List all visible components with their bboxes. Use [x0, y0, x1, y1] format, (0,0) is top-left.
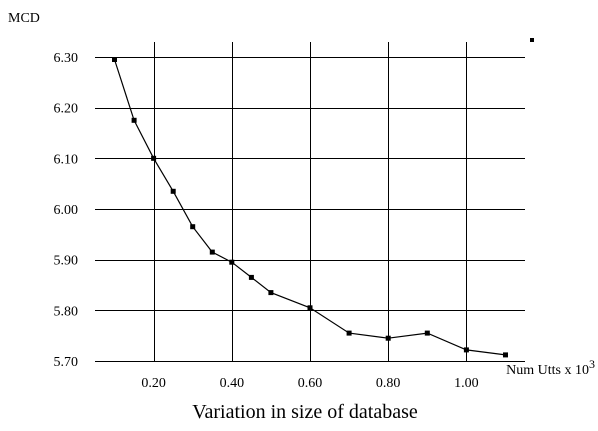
data-point: [209, 249, 215, 255]
data-point: [463, 347, 469, 353]
y-tick-label: 5.90: [54, 254, 79, 269]
y-tick-label: 5.80: [54, 304, 79, 319]
data-points: [112, 57, 508, 358]
legend-marker: [530, 38, 534, 42]
data-point: [503, 352, 508, 358]
x-axis-label: Num Utts x 103: [506, 357, 595, 378]
data-point: [190, 224, 196, 230]
data-point: [346, 330, 352, 336]
y-tick-label: 6.00: [54, 203, 79, 218]
y-tick-label: 6.30: [54, 51, 79, 66]
x-tick-label: 0.80: [376, 376, 401, 391]
vertical-gridlines: [154, 42, 467, 361]
data-point: [170, 188, 176, 194]
y-tick-label: 6.10: [54, 152, 79, 167]
y-tick-label: 5.70: [54, 355, 79, 370]
y-axis-label: MCD: [8, 11, 40, 26]
data-point: [268, 290, 274, 296]
horizontal-gridlines: [95, 57, 525, 362]
y-tick-label: 6.20: [54, 102, 79, 117]
chart-caption: Variation in size of database: [192, 401, 418, 423]
x-tick-label: 0.40: [220, 376, 245, 391]
x-tick-labels: 0.20 0.40 0.60 0.80 1.00: [141, 376, 478, 391]
y-tick-labels: 5.70 5.80 5.90 6.00 6.10 6.20 6.30: [54, 51, 79, 370]
data-point: [151, 155, 157, 161]
data-point: [131, 117, 137, 123]
data-point: [385, 335, 391, 341]
data-point: [248, 274, 254, 280]
data-point: [112, 57, 117, 62]
data-point: [229, 259, 235, 265]
x-tick-label: 1.00: [454, 376, 479, 391]
x-tick-label: 0.20: [141, 376, 166, 391]
data-point: [424, 330, 430, 336]
data-point: [307, 305, 313, 311]
x-tick-label: 0.60: [298, 376, 323, 391]
